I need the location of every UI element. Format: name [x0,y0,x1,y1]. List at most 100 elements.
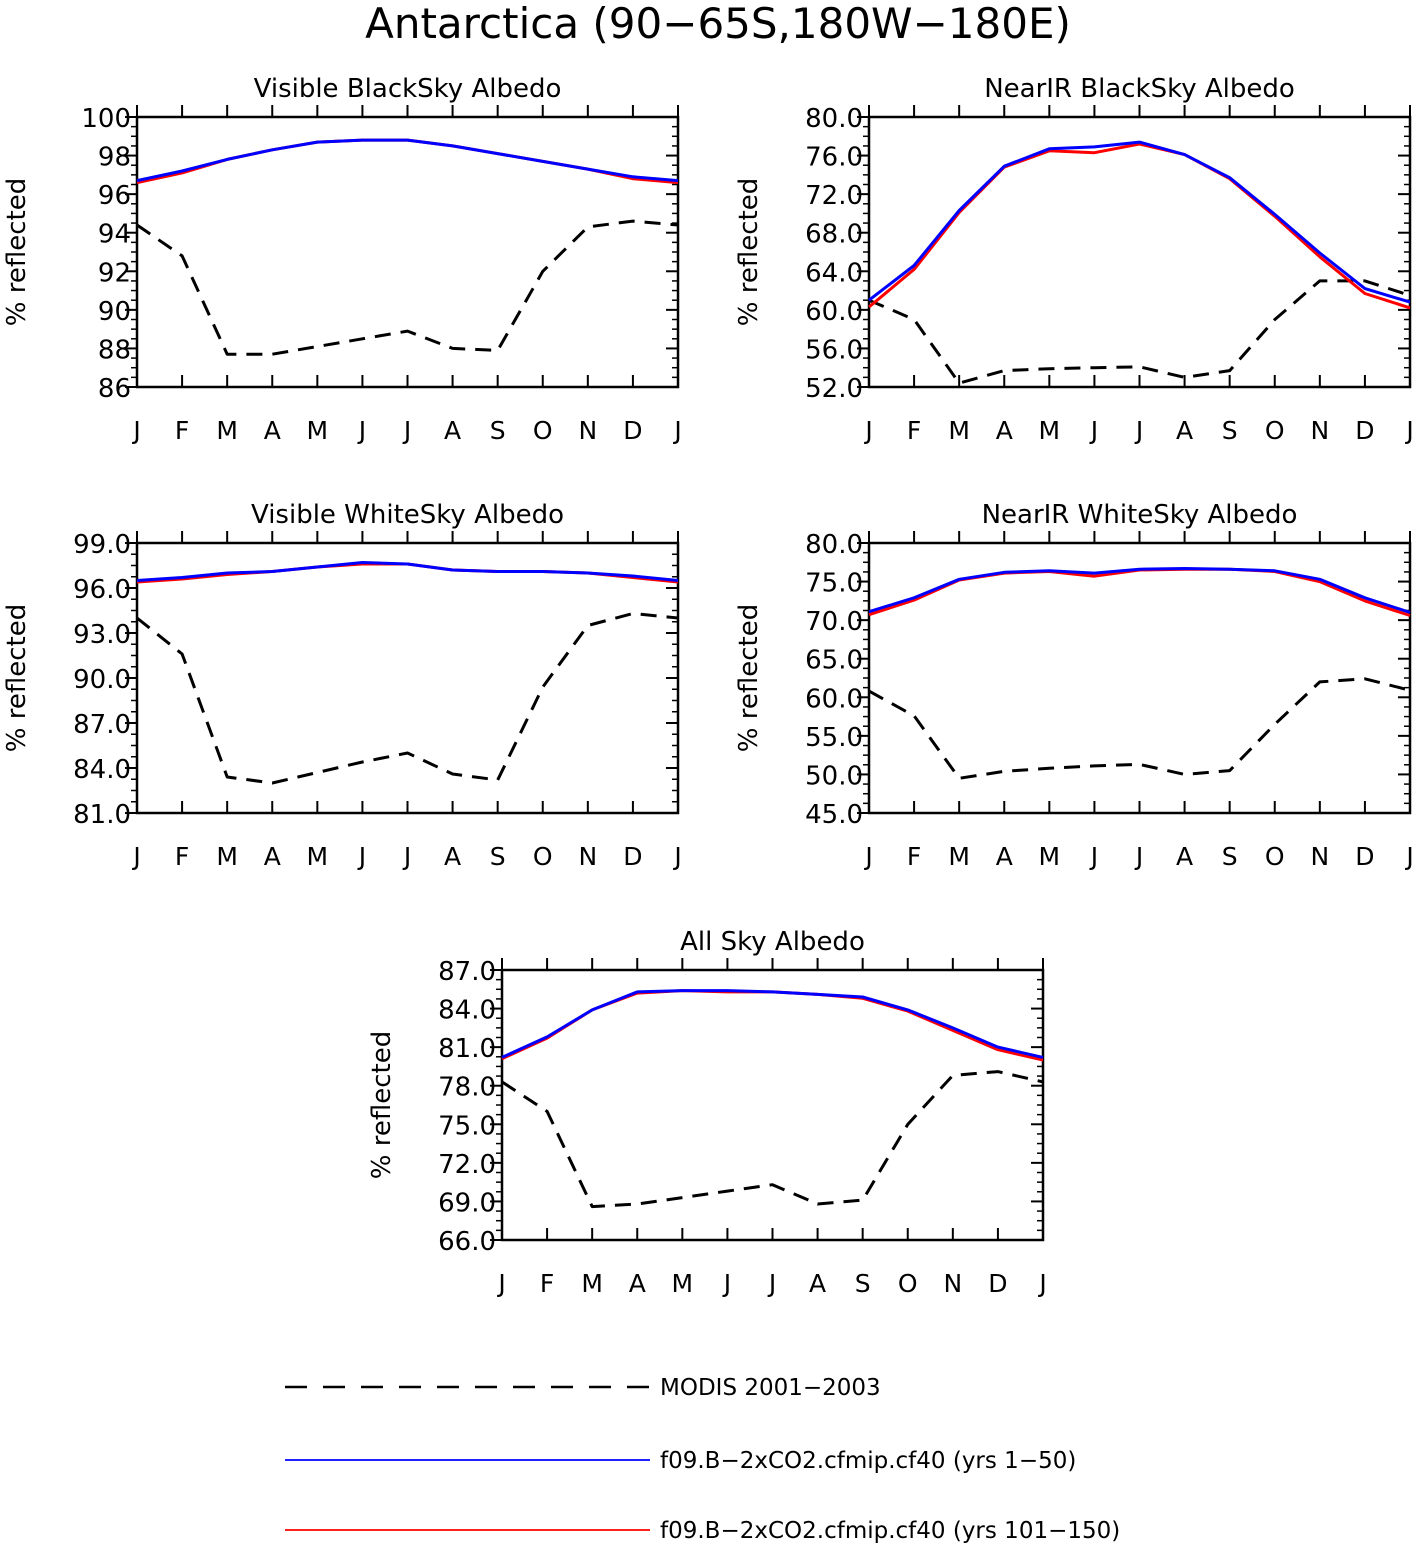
y-tick-label: 90.0 [73,665,131,695]
y-tick-label: 81.0 [73,800,131,830]
x-tick-label: J [722,1269,731,1298]
series-line-modis [501,1070,1044,1209]
x-tick-label: A [264,842,281,871]
x-tick-label: S [490,842,506,871]
series-line-modis [868,279,1411,385]
x-tick-label: S [1222,842,1238,871]
x-tick-label: F [175,416,189,445]
y-tick-label: 99.0 [73,530,131,560]
x-tick-label: A [444,416,461,445]
legend-label: f09.B−2xCO2.cfmip.cf40 (yrs 101−150) [660,1518,1120,1544]
y-axis-label: % reflected [734,604,764,752]
x-tick-label: A [1176,842,1193,871]
y-axis-label: % reflected [2,178,32,326]
x-tick-label: J [357,842,366,871]
panel-title: NearIR BlackSky Albedo [984,74,1295,104]
legend: MODIS 2001−2003 f09.B−2xCO2.cfmip.cf40 (y… [285,1375,1120,1544]
x-tick-label: J [863,416,872,445]
y-tick-label: 87.0 [73,710,131,740]
x-tick-label: M [216,842,238,871]
y-tick-label: 87.0 [438,957,496,987]
x-tick-label: S [855,1269,871,1298]
y-tick-label: 96 [98,181,131,211]
y-tick-label: 60.0 [805,684,863,714]
x-tick-label: J [1037,1269,1046,1298]
x-tick-label: O [898,1269,918,1298]
y-tick-label: 90 [98,297,131,327]
y-tick-label: 69.0 [438,1188,496,1218]
legend-label: f09.B−2xCO2.cfmip.cf40 (yrs 1−50) [660,1448,1076,1474]
series-line-modis [136,612,679,785]
x-tick-label: N [943,1269,962,1298]
x-tick-label: O [1265,842,1285,871]
plot-frame [500,968,1045,1242]
x-tick-label: J [1134,842,1143,871]
x-tick-label: M [948,416,970,445]
x-tick-label: J [1134,416,1143,445]
y-tick-label: 93.0 [73,620,131,650]
x-tick-label: J [402,416,411,445]
x-tick-label: J [1404,416,1413,445]
y-tick-label: 72.0 [438,1150,496,1180]
panel-title: Visible BlackSky Albedo [254,74,562,104]
plot-frame [135,541,680,815]
y-tick-label: 98 [98,143,131,173]
x-tick-label: M [216,416,238,445]
y-tick-label: 100 [81,104,131,134]
y-tick-label: 68.0 [805,220,863,250]
panel-title: NearIR WhiteSky Albedo [982,500,1298,530]
x-tick-label: M [948,842,970,871]
y-tick-label: 92 [98,258,131,288]
y-tick-label: 70.0 [805,607,863,637]
plot-frame [135,115,680,389]
y-tick-label: 84.0 [438,996,496,1026]
x-tick-label: J [1404,842,1413,871]
y-tick-label: 80.0 [805,530,863,560]
y-tick-label: 52.0 [805,374,863,404]
y-tick-label: 80.0 [805,104,863,134]
x-tick-label: J [131,416,140,445]
x-tick-label: D [623,416,642,445]
y-axis-label: % reflected [734,178,764,326]
x-tick-label: N [1310,416,1329,445]
y-tick-label: 76.0 [805,143,863,173]
x-tick-label: A [809,1269,826,1298]
x-tick-label: A [996,416,1013,445]
x-tick-label: A [264,416,281,445]
x-tick-label: J [672,842,681,871]
x-tick-label: M [581,1269,603,1298]
x-tick-label: A [996,842,1013,871]
y-tick-label: 81.0 [438,1034,496,1064]
y-tick-label: 65.0 [805,646,863,676]
y-tick-label: 72.0 [805,181,863,211]
x-tick-label: D [623,842,642,871]
x-tick-label: M [1039,842,1061,871]
y-tick-label: 64.0 [805,258,863,288]
series-line-yrs-1-50 [868,140,1411,304]
x-tick-label: N [578,416,597,445]
x-tick-label: N [578,842,597,871]
series-line-yrs-101-150 [868,142,1411,310]
series-line-yrs-1-50 [501,989,1044,1059]
x-tick-label: A [629,1269,646,1298]
y-tick-label: 60.0 [805,297,863,327]
legend-label: MODIS 2001−2003 [660,1375,881,1401]
y-tick-label: 55.0 [805,723,863,753]
y-axis-label: % reflected [367,1031,397,1179]
x-tick-label: J [1089,416,1098,445]
series-line-yrs-1-50 [868,567,1411,614]
y-tick-label: 86 [98,374,131,404]
series-line-yrs-101-150 [501,989,1044,1062]
x-tick-label: J [402,842,411,871]
x-tick-label: M [672,1269,694,1298]
y-tick-label: 75.0 [805,569,863,599]
x-tick-label: A [444,842,461,871]
x-tick-label: M [307,842,329,871]
y-tick-label: 45.0 [805,800,863,830]
